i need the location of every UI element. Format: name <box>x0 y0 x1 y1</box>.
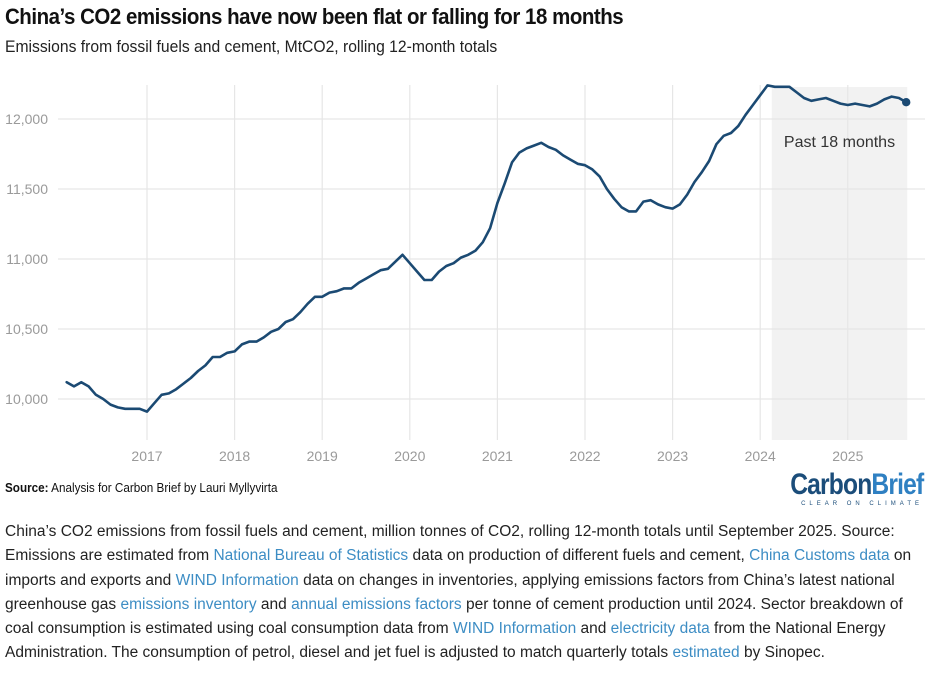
y-tick-label: 10,500 <box>5 321 48 337</box>
y-tick-label: 12,000 <box>5 111 48 127</box>
chart-subtitle: Emissions from fossil fuels and cement, … <box>5 38 498 56</box>
figure-caption: China’s CO2 emissions from fossil fuels … <box>5 520 929 666</box>
chart-title: China’s CO2 emissions have now been flat… <box>5 4 624 29</box>
x-tick-label: 2017 <box>131 448 162 464</box>
caption-link[interactable]: WIND Information <box>453 620 577 638</box>
x-tick-label: 2018 <box>219 448 250 464</box>
logo-brief: Brief <box>871 468 924 501</box>
end-point-marker <box>902 98 911 107</box>
line-chart: 10,000 10,500 11,000 11,500 12,000 2017 2018 20… <box>5 84 925 464</box>
caption-link[interactable]: China Customs data <box>749 547 890 565</box>
caption-link[interactable]: estimated <box>672 644 740 662</box>
caption-link[interactable]: WIND Information <box>175 571 299 589</box>
caption-link[interactable]: National Bureau of Statistics <box>213 547 409 565</box>
series-line <box>65 84 908 413</box>
x-tick-label: 2022 <box>569 448 600 464</box>
x-tick-label: 2019 <box>307 448 338 464</box>
caption-text: and <box>576 620 611 638</box>
caption-link[interactable]: emissions inventory <box>120 595 257 613</box>
logo-wordmark: CarbonBrief <box>789 468 924 501</box>
caption-text: from the National Energy Administration.… <box>5 620 886 662</box>
carbon-brief-logo: CarbonBrief CLEAR ON CLIMATE <box>761 468 924 508</box>
caption-text: China’s CO2 emissions from fossil fuels … <box>5 523 895 565</box>
caption-text: on imports and exports and <box>5 547 912 589</box>
x-tick-label: 2023 <box>657 448 688 464</box>
caption-text: by Sinopec. <box>739 644 825 662</box>
logo-carbon: Carbon <box>789 468 872 501</box>
caption-text: and <box>256 595 292 613</box>
caption-text: data on production of different fuels an… <box>408 547 750 565</box>
source-label: Source: <box>5 480 49 495</box>
source-text: Analysis for Carbon Brief by Lauri Mylly… <box>48 480 278 495</box>
x-tick-label: 2025 <box>832 448 863 464</box>
shaded-region-past-18-months <box>771 87 908 440</box>
caption-link[interactable]: electricity data <box>610 620 710 638</box>
x-tick-label: 2020 <box>394 448 425 464</box>
y-tick-label: 11,500 <box>6 181 48 197</box>
annotation-past-18-months: Past 18 months <box>784 134 895 151</box>
y-tick-label: 10,000 <box>5 391 48 407</box>
logo-tagline: CLEAR ON CLIMATE <box>801 501 923 507</box>
x-tick-label: 2024 <box>745 448 776 464</box>
caption-text: data on changes in inventories, applying… <box>5 571 895 613</box>
y-tick-label: 11,000 <box>6 251 48 267</box>
source-note: Source: Analysis for Carbon Brief by Lau… <box>5 480 277 495</box>
caption-text: per tonne of cement production until 202… <box>5 595 903 638</box>
caption-link[interactable]: annual emissions factors <box>291 595 462 613</box>
x-tick-label: 2021 <box>482 448 513 464</box>
